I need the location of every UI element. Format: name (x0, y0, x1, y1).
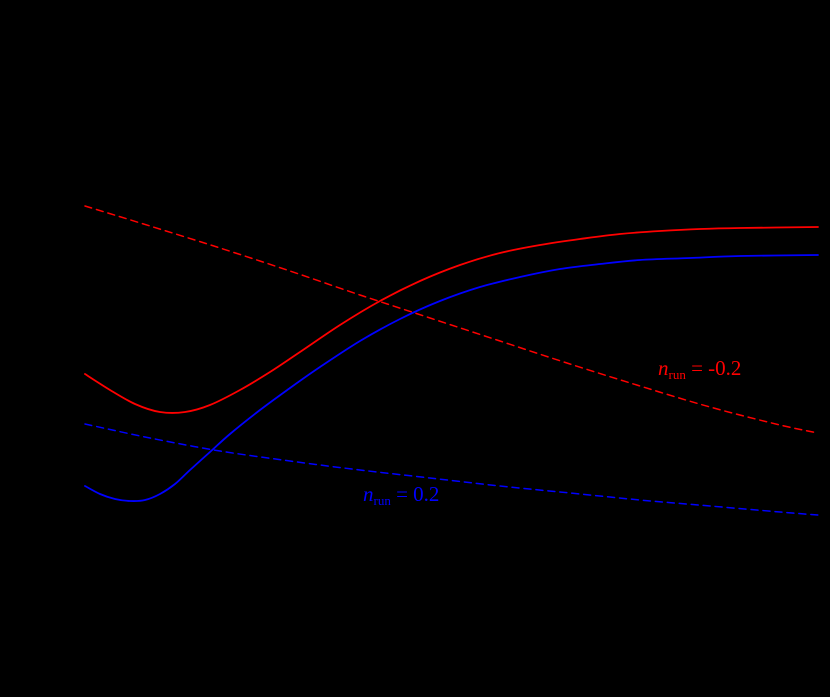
series-nrun-negative-solid (84, 226, 819, 414)
annotation-nrun-positive: nrun = 0.2 (363, 482, 440, 508)
annotation-subscript: run (373, 493, 391, 508)
annotation-variable-symbol: n (363, 482, 374, 506)
series-nrun-positive-solid (84, 254, 819, 502)
series-nrun-negative-dashed (84, 205, 819, 434)
annotation-value: = -0.2 (685, 356, 742, 380)
annotation-variable-symbol: n (658, 356, 669, 380)
annotation-nrun-negative: nrun = -0.2 (658, 356, 742, 382)
annotation-value: = 0.2 (390, 482, 440, 506)
annotation-subscript: run (668, 367, 686, 382)
series-nrun-positive-dashed (84, 423, 819, 516)
